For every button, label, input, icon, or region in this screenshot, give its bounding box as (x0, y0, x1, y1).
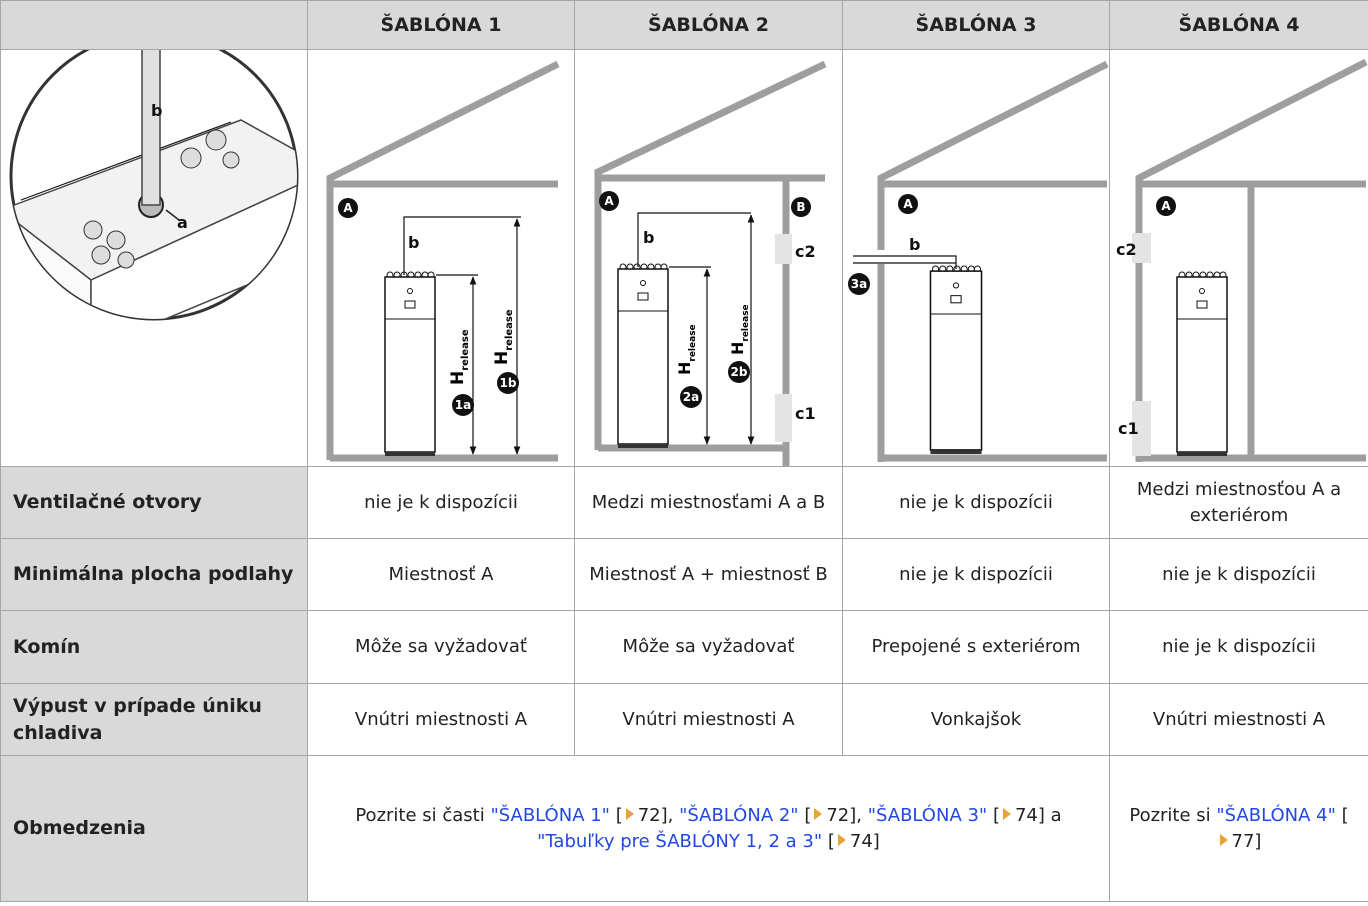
pipe-label: b (151, 101, 162, 120)
corner-cell (0, 0, 308, 50)
height-symbol: H (492, 351, 512, 365)
cell: Vnútri miestnosti A (574, 683, 843, 756)
height-subscript: release (460, 329, 471, 371)
cell: nie je k dispozícii (1109, 610, 1368, 684)
height-tag: 1a (455, 398, 471, 412)
template-1-diagram: b A Hrelease 1a Hrelease 1b (326, 60, 560, 462)
room-label: A (343, 201, 353, 215)
cell: Prepojené s exteriérom (842, 610, 1110, 684)
height-subscript: release (504, 309, 515, 351)
template-4-diagram: A c2 c1 (1116, 58, 1368, 462)
height-tag: 2b (731, 365, 748, 379)
template-diagram-cell: b A Hrelease 1a Hrelease 1b (307, 49, 575, 467)
text-segment: Pozrite si (1129, 805, 1217, 827)
room-label: A (903, 197, 913, 211)
cross-reference-link[interactable]: "ŠABLÓNA 4" (1216, 805, 1336, 827)
cell: Miestnosť A (307, 538, 575, 611)
text-segment: [ (987, 805, 1000, 827)
column-header: ŠABLÓNA 2 (574, 0, 843, 50)
restrictions-cell: Pozrite si "ŠABLÓNA 4" [77] (1109, 755, 1368, 902)
cell: nie je k dispozícii (842, 538, 1110, 611)
port-label: a (177, 213, 188, 232)
template-diagram-cell: b A 3a (842, 49, 1110, 467)
cell: nie je k dispozícii (307, 466, 575, 539)
cross-reference-link[interactable]: "ŠABLÓNA 2" (679, 805, 799, 827)
cell: Môže sa vyžadovať (307, 610, 575, 684)
room-label: A (1161, 199, 1171, 213)
row-header: Výpust v prípade úniku chladiva (0, 683, 308, 756)
cell: Miestnosť A + miestnosť B (574, 538, 843, 611)
column-header: ŠABLÓNA 3 (842, 0, 1110, 50)
vent-label: c2 (1116, 240, 1137, 259)
data-row: Ventilačné otvory nie je k dispozícii Medz… (0, 466, 1368, 539)
height-label: Hrelease (728, 304, 751, 355)
height-tag: 2a (683, 390, 699, 404)
text-segment: 72], (826, 805, 868, 827)
cell: Vonkajšok (842, 683, 1110, 756)
template-diagram-cell: b A B c2 c1 Hrelease 2a Hrelease 2b (574, 49, 843, 467)
cross-reference-link[interactable]: "ŠABLÓNA 1" (490, 805, 610, 827)
header-row: ŠABLÓNA 1 ŠABLÓNA 2 ŠABLÓNA 3 ŠABLÓNA 4 (0, 0, 1368, 50)
data-row: Minimálna plocha podlahy Miestnosť A Miest… (0, 538, 1368, 611)
cell: Vnútri miestnosti A (1109, 683, 1368, 756)
template-2-diagram: b A B c2 c1 Hrelease 2a Hrelease 2b (594, 60, 827, 466)
height-symbol: H (448, 371, 468, 385)
cell: nie je k dispozícii (842, 466, 1110, 539)
template-diagram-cell: A c2 c1 (1109, 49, 1368, 467)
row-header: Ventilačné otvory (0, 466, 308, 539)
height-subscript: release (688, 324, 698, 361)
height-label: Hrelease (448, 329, 471, 385)
cross-reference-link[interactable]: "ŠABLÓNA 3" (867, 805, 988, 827)
height-symbol: H (675, 362, 694, 375)
ref-arrow (1002, 808, 1011, 821)
data-row: Výpust v prípade úniku chladiva Vnútri mi… (0, 683, 1368, 756)
restrictions-cell: Pozrite si časti "ŠABLÓNA 1" [72], "ŠABL… (307, 755, 1110, 902)
cell: nie je k dispozícii (1109, 538, 1368, 611)
text-segment: 72], (637, 805, 680, 827)
text-segment: Pozrite si časti (355, 805, 491, 827)
room-label: A (604, 194, 614, 208)
detail-cell: b a (0, 49, 308, 467)
cell: Vnútri miestnosti A (307, 683, 575, 756)
data-row: Komín Môže sa vyžadovať Môže sa vyžadovať P… (0, 610, 1368, 684)
cell: Medzi miestnosťou A a exteriérom (1109, 466, 1368, 539)
text-segment: 74] a (1014, 805, 1062, 827)
restrictions-row: Obmedzenia Pozrite si časti "ŠABLÓNA 1" [… (0, 755, 1368, 902)
vent-label: c1 (1118, 419, 1139, 438)
cell: Medzi miestnosťami A a B (574, 466, 843, 539)
ref-arrow (625, 808, 634, 821)
room-label: B (796, 200, 805, 214)
detail-diagram: b a (9, 50, 299, 321)
pipe-label: b (408, 233, 419, 252)
row-header: Minimálna plocha podlahy (0, 538, 308, 611)
cross-reference-link[interactable]: "Tabuľky pre ŠABLÓNY 1, 2 a 3" (537, 830, 823, 852)
cell: Môže sa vyžadovať (574, 610, 843, 684)
outlet-tag: 3a (851, 277, 867, 291)
vent-label: c2 (795, 242, 816, 261)
template-3-diagram: b A 3a (848, 60, 1109, 462)
height-label: Hrelease (675, 324, 698, 375)
text-segment: 74] (849, 830, 880, 852)
text-segment: [ (822, 830, 835, 852)
diagram-row: b a (0, 49, 1368, 467)
ref-arrow (1219, 833, 1228, 846)
text-segment: 77] (1231, 830, 1262, 852)
column-header: ŠABLÓNA 4 (1109, 0, 1368, 50)
ref-arrow (837, 833, 846, 846)
column-header: ŠABLÓNA 1 (307, 0, 575, 50)
ref-arrow (814, 808, 823, 821)
height-label: Hrelease (492, 309, 515, 365)
pipe-label: b (909, 235, 920, 254)
text-segment: [ (1335, 805, 1349, 827)
height-tag: 1b (500, 376, 517, 390)
vent-label: c1 (795, 404, 816, 423)
height-symbol: H (728, 342, 747, 355)
row-header: Komín (0, 610, 308, 684)
text-segment: [ (798, 805, 812, 827)
height-subscript: release (741, 304, 751, 341)
row-header: Obmedzenia (0, 755, 308, 902)
text-segment: [ (609, 805, 623, 827)
pipe-label: b (643, 228, 654, 247)
